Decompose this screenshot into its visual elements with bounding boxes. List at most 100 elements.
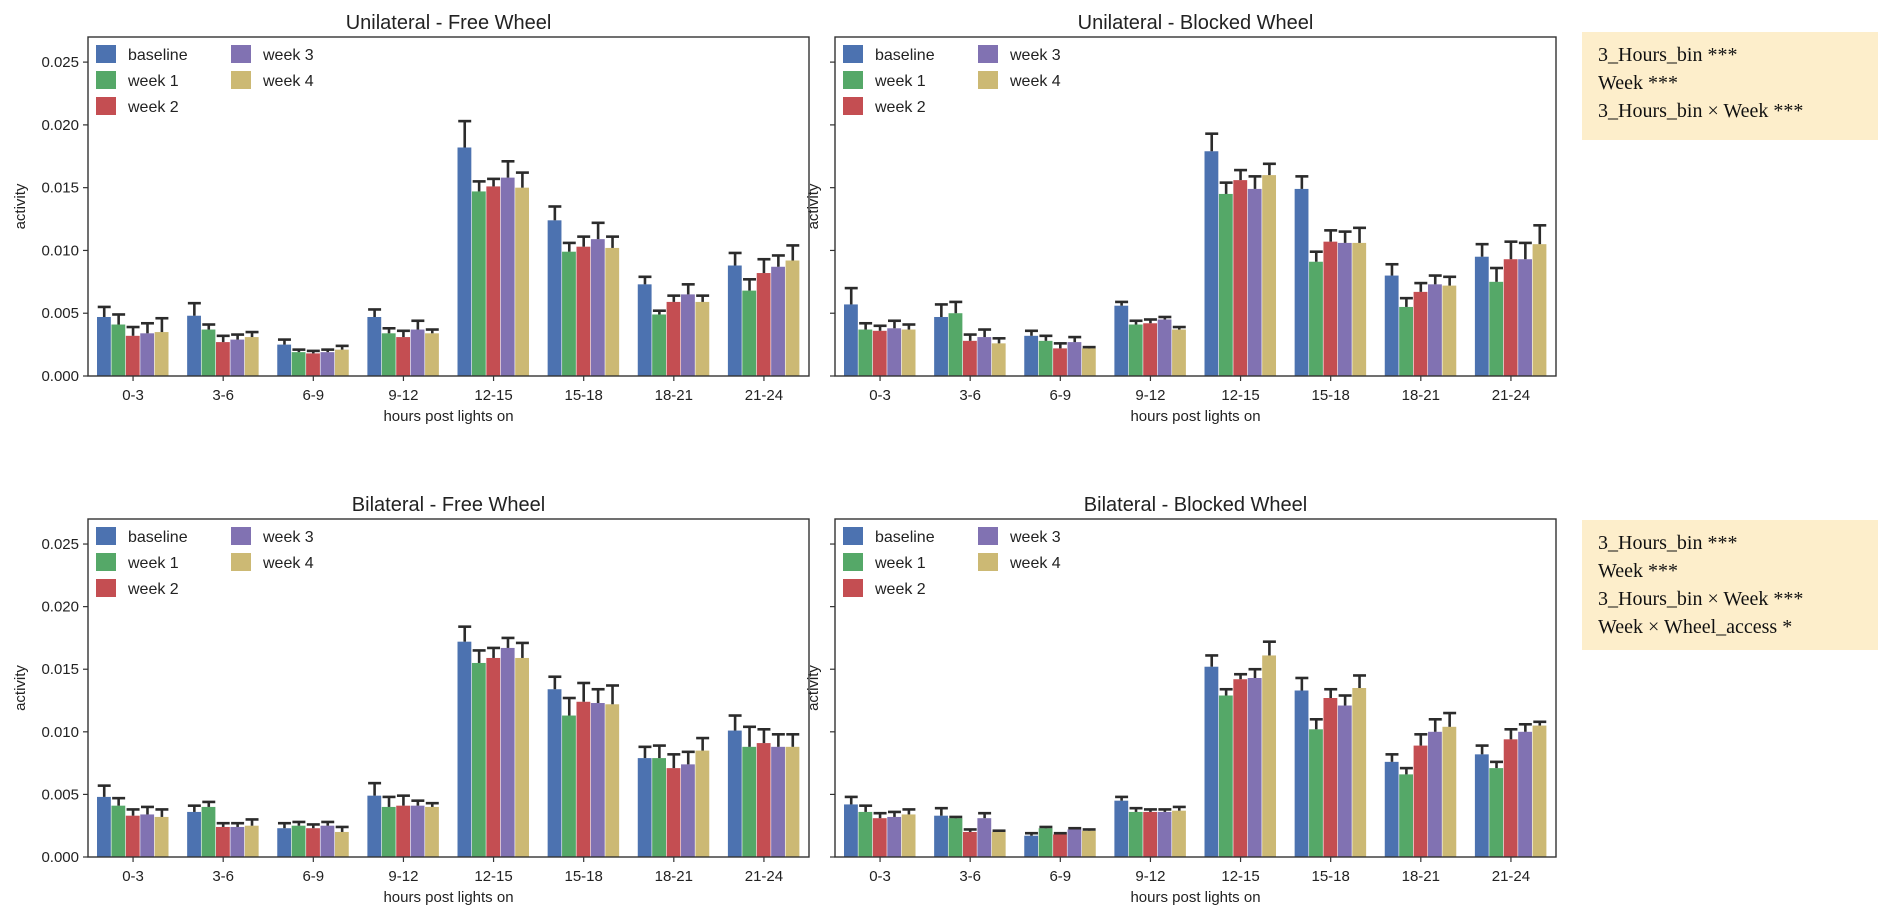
bar	[277, 828, 292, 857]
y-tick-label: 0.000	[41, 849, 79, 866]
legend-label: week 1	[874, 555, 926, 572]
bar	[1247, 677, 1262, 857]
bar	[1218, 695, 1233, 857]
y-tick-label: 0.010	[41, 724, 79, 741]
bar	[977, 818, 992, 857]
bar	[500, 177, 515, 376]
x-tick-label: 9-12	[388, 387, 418, 404]
bar	[844, 304, 858, 376]
y-tick-label: 0.005	[41, 786, 79, 803]
stats-line: 3_Hours_bin × Week ***	[1598, 100, 1804, 122]
legend-label: week 2	[874, 99, 926, 116]
bar	[547, 220, 562, 376]
x-tick-label: 0-3	[122, 387, 144, 404]
bar	[111, 805, 126, 857]
bar	[140, 333, 155, 376]
stats-line: Week ***	[1598, 560, 1679, 582]
bar	[410, 329, 425, 376]
y-tick-label: 0.015	[41, 661, 79, 678]
x-tick-label: 6-9	[302, 387, 324, 404]
bar	[500, 647, 515, 857]
axes-frame	[834, 518, 1557, 858]
bar	[590, 239, 605, 376]
bar	[1143, 323, 1158, 376]
x-tick-label: 21-24	[1492, 868, 1530, 885]
x-tick-label: 3-6	[959, 868, 981, 885]
legend-label: week 4	[262, 555, 314, 572]
bar	[244, 825, 259, 857]
bar	[230, 826, 245, 857]
legend-swatch	[978, 45, 998, 63]
bar	[396, 805, 411, 857]
stats-line: 3_Hours_bin × Week ***	[1598, 588, 1804, 610]
bar	[562, 715, 576, 857]
bar	[1518, 731, 1532, 857]
bar	[1081, 830, 1096, 857]
bar	[1053, 348, 1067, 376]
bar	[125, 815, 140, 857]
bar	[1309, 729, 1323, 857]
legend-swatch	[843, 579, 863, 597]
bar	[410, 805, 425, 857]
bar	[1172, 810, 1186, 857]
bar	[244, 337, 259, 376]
legend-label: week 3	[1009, 47, 1061, 64]
bar	[367, 795, 382, 857]
legend-label: baseline	[128, 529, 188, 546]
bar	[154, 816, 169, 857]
bar	[1204, 151, 1219, 376]
legend-swatch	[843, 527, 863, 545]
bar	[515, 187, 530, 376]
y-tick-label: 0.010	[41, 242, 79, 259]
bar	[306, 353, 320, 376]
bar	[756, 273, 771, 376]
x-tick-label: 18-21	[655, 868, 693, 885]
x-axis-label: hours post lights on	[1130, 889, 1260, 906]
legend-label: week 4	[262, 73, 314, 90]
x-tick-label: 0-3	[869, 868, 891, 885]
chart-panel-3: 0.000 0.005 0.010 0.015 0.020 0.025 0-3 3-6 6-9 9…	[12, 494, 810, 906]
bar	[1489, 281, 1504, 376]
x-axis-label: hours post lights on	[383, 889, 513, 906]
chart-panel-1: 0.000 0.005 0.010 0.015 0.020 0.025 0-3 3-6 6-9 9…	[12, 12, 810, 425]
stats-line: 3_Hours_bin ***	[1598, 532, 1738, 554]
bar	[742, 746, 757, 857]
bar	[887, 816, 902, 857]
legend-swatch	[231, 553, 251, 571]
bar	[652, 758, 666, 857]
x-tick-label: 18-21	[655, 387, 693, 404]
bar	[154, 332, 169, 376]
y-tick-label: 0.020	[41, 599, 79, 616]
bar	[756, 743, 771, 857]
axes-frame	[87, 36, 810, 377]
x-tick-label: 15-18	[565, 868, 603, 885]
bar	[1532, 244, 1547, 376]
bar	[1294, 690, 1309, 857]
legend-swatch	[231, 71, 251, 89]
bar	[1532, 725, 1547, 857]
bar	[1399, 306, 1413, 376]
x-tick-label: 9-12	[1135, 868, 1165, 885]
legend-label: week 2	[127, 99, 179, 116]
bar	[695, 750, 710, 857]
x-tick-label: 12-15	[474, 387, 512, 404]
bar	[1024, 335, 1039, 376]
x-tick-label: 12-15	[1221, 868, 1259, 885]
bar	[1442, 285, 1457, 376]
bar	[201, 329, 216, 376]
bar	[320, 825, 335, 857]
chart-title: Unilateral - Free Wheel	[346, 12, 552, 34]
x-tick-label: 6-9	[1049, 387, 1071, 404]
stats-line: Week ***	[1598, 72, 1679, 94]
bar	[1384, 275, 1399, 376]
x-tick-label: 15-18	[1312, 868, 1350, 885]
stats-box-bilateral: 3_Hours_bin *** Week *** 3_Hours_bin × W…	[1582, 520, 1878, 650]
x-tick-label: 12-15	[474, 868, 512, 885]
bar	[1081, 348, 1096, 376]
bar	[457, 641, 472, 857]
bar	[97, 316, 111, 376]
bar	[1038, 340, 1053, 376]
bar	[486, 657, 501, 857]
y-tick-label: 0.000	[41, 368, 79, 385]
bar	[590, 703, 605, 857]
